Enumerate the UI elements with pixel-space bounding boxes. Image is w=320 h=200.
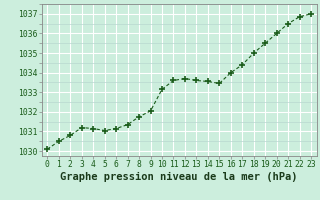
X-axis label: Graphe pression niveau de la mer (hPa): Graphe pression niveau de la mer (hPa) <box>60 172 298 182</box>
